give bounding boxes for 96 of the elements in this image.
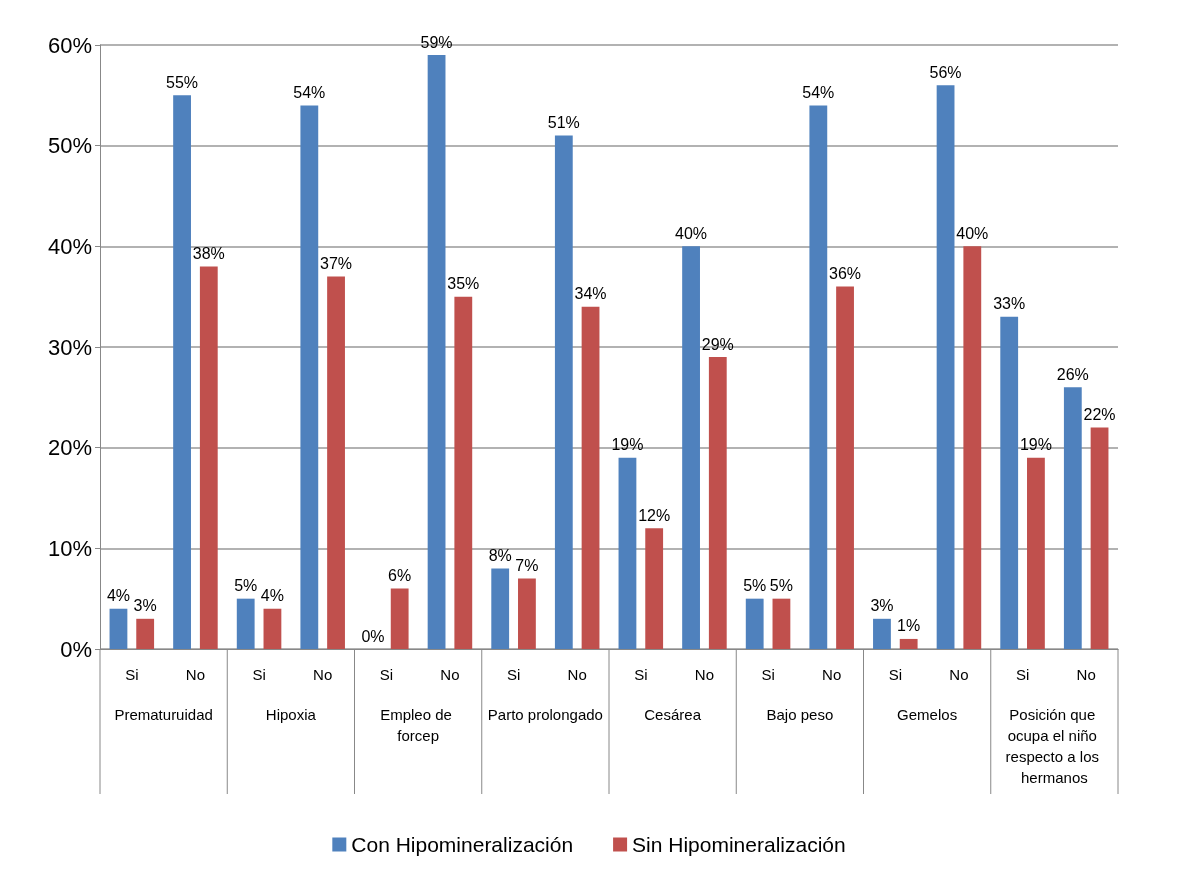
bar <box>772 598 791 649</box>
bar <box>936 85 955 649</box>
legend-label: Con Hipomineralización <box>351 833 574 856</box>
x-tick-label: No <box>440 666 460 683</box>
data-label: 38% <box>192 244 225 262</box>
text: Gemelos <box>897 706 958 723</box>
x-tick-label: No <box>949 666 969 683</box>
data-label: 22% <box>1083 406 1116 424</box>
y-tick-label: 0% <box>60 636 92 662</box>
bar <box>836 286 854 649</box>
bar <box>1027 457 1045 649</box>
bar <box>1090 427 1109 649</box>
y-tick-label: 40% <box>47 233 92 259</box>
data-label: 19% <box>1019 436 1052 454</box>
bar <box>682 246 700 649</box>
y-tick-label: 50% <box>47 133 92 159</box>
bar <box>109 608 128 649</box>
data-label: 34% <box>574 285 607 303</box>
text: Hipoxia <box>265 706 317 723</box>
bar <box>645 528 664 649</box>
x-tick-label: Si <box>252 666 266 683</box>
data-label: 5% <box>743 577 767 595</box>
bar <box>745 598 764 649</box>
data-label: 5% <box>769 577 793 595</box>
data-label: 5% <box>234 577 258 595</box>
bar <box>518 578 536 649</box>
bar <box>136 618 155 649</box>
bar <box>327 276 345 649</box>
data-label: 54% <box>802 83 835 101</box>
x-tick-label: No <box>1076 666 1096 683</box>
text: Posición que ocupa el niño respecto a los hermanos <box>1005 706 1104 786</box>
data-label: 54% <box>293 83 326 101</box>
bar <box>454 296 473 649</box>
bar <box>199 266 218 649</box>
bar <box>300 105 319 649</box>
text: Cesárea <box>644 706 702 723</box>
data-label: 12% <box>638 506 671 524</box>
text: Empleo de forcep <box>380 706 457 744</box>
data-label: 19% <box>611 436 644 454</box>
bar <box>554 135 573 649</box>
bar <box>173 95 191 649</box>
x-tick-label: Si <box>634 666 648 683</box>
bar <box>1000 316 1019 649</box>
x-tick-label: No <box>694 666 715 683</box>
data-label: 1% <box>897 617 921 635</box>
data-label: 51% <box>547 114 580 132</box>
data-label: 33% <box>993 295 1026 313</box>
y-tick-label: 10% <box>47 535 92 561</box>
bar <box>1063 387 1082 649</box>
x-tick-label: No <box>313 666 333 683</box>
x-tick-label: Si <box>506 666 521 683</box>
text: Parto prolongado <box>487 706 603 723</box>
bar <box>390 588 409 649</box>
text: Bajo peso <box>766 706 834 723</box>
data-label: 35% <box>447 275 480 293</box>
bar <box>236 598 255 649</box>
y-tick-label: 30% <box>47 334 92 360</box>
bar <box>618 457 637 649</box>
data-label: 36% <box>829 265 862 283</box>
data-label: 40% <box>956 224 989 242</box>
data-label: 3% <box>870 597 894 615</box>
bar <box>708 357 727 649</box>
x-tick-label: No <box>567 666 587 683</box>
y-tick-label: 20% <box>47 435 92 461</box>
x-tick-label: Si <box>761 666 775 683</box>
bar <box>491 568 510 649</box>
data-label: 56% <box>929 63 962 81</box>
bar <box>263 608 282 649</box>
bar <box>427 55 446 649</box>
data-label: 4% <box>106 587 131 605</box>
data-label: 29% <box>701 335 734 353</box>
bar <box>581 306 600 649</box>
x-tick-label: No <box>185 666 206 683</box>
data-label: 7% <box>515 557 539 575</box>
legend-label: Sin Hipomineralización <box>632 833 846 856</box>
bar <box>899 638 918 649</box>
data-label: 40% <box>675 224 708 242</box>
data-label: 37% <box>320 255 353 273</box>
x-tick-label: Si <box>1015 666 1030 683</box>
data-label: 26% <box>1056 365 1089 383</box>
data-label: 0% <box>361 627 385 645</box>
x-tick-label: Si <box>379 666 393 683</box>
bar <box>809 105 828 649</box>
data-label: 3% <box>133 597 157 615</box>
data-label: 59% <box>420 33 453 51</box>
x-tick-label: Si <box>888 666 902 683</box>
data-label: 6% <box>388 567 412 585</box>
data-label: 55% <box>166 73 199 91</box>
y-tick-label: 60% <box>47 32 92 58</box>
data-label: 4% <box>260 587 284 605</box>
text: Prematuruidad <box>114 706 213 723</box>
bar <box>963 246 982 649</box>
x-tick-label: Si <box>125 666 139 683</box>
bar <box>873 618 891 649</box>
data-label: 8% <box>488 546 512 564</box>
x-tick-label: No <box>822 666 842 683</box>
